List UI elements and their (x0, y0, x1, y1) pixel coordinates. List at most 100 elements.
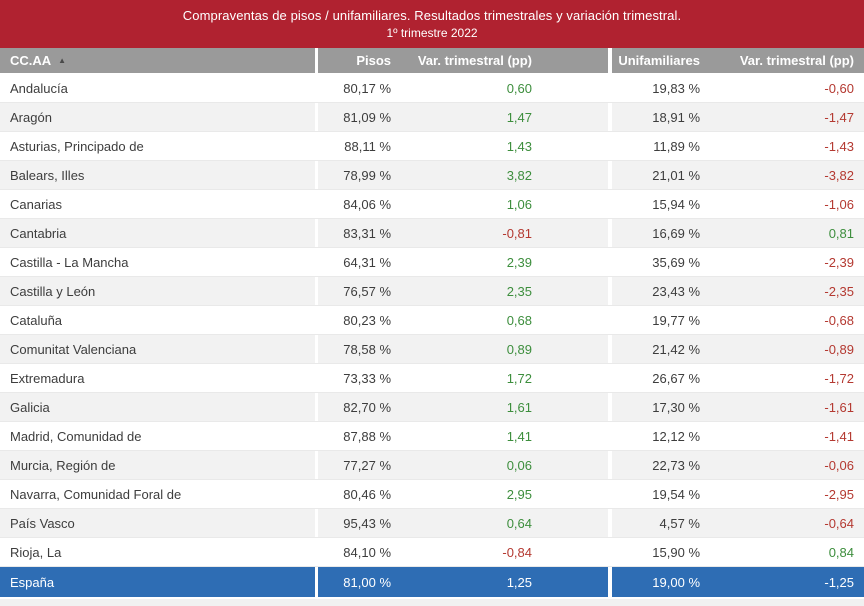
var-unifamiliares-cell: 0,81 (828, 225, 854, 241)
unifamiliares-value-cell: 16,69 % (652, 225, 700, 241)
column-header-pisos[interactable]: Pisos (356, 53, 391, 68)
column-group-divider (315, 161, 318, 189)
var-pisos-cell: 3,82 (506, 167, 532, 183)
region-name-cell: Cataluña (10, 312, 63, 328)
pisos-value-cell: 80,17 % (343, 80, 391, 96)
table-row: Castilla - La Mancha 64,31 % 2,39 35,69 … (0, 248, 864, 277)
column-group-divider (608, 248, 612, 276)
column-group-divider (315, 48, 318, 73)
var-pisos-cell: 2,35 (506, 283, 532, 299)
var-unifamiliares-cell: -0,60 (824, 80, 854, 96)
column-group-divider (608, 48, 612, 73)
column-group-divider (608, 277, 612, 305)
column-header-ccaa[interactable]: CC.AA ▲ (0, 48, 315, 73)
var-pisos-cell: 0,68 (506, 312, 532, 328)
column-group-divider (608, 103, 612, 131)
table-row: Comunitat Valenciana 78,58 % 0,89 21,42 … (0, 335, 864, 364)
var-unifamiliares-cell: -1,41 (824, 428, 854, 444)
ccaa-header-label: CC.AA (10, 53, 52, 68)
region-name-cell: Navarra, Comunidad Foral de (10, 486, 182, 502)
var-unifamiliares-cell: -2,39 (824, 254, 854, 270)
pisos-value-cell: 73,33 % (343, 370, 391, 386)
var-pisos-cell: 0,06 (506, 457, 532, 473)
pisos-value-cell: 88,11 % (344, 138, 391, 154)
region-name-cell: Castilla - La Mancha (10, 254, 129, 270)
column-group-divider (315, 74, 318, 102)
column-group-divider (315, 132, 318, 160)
table-subtitle: 1º trimestre 2022 (386, 26, 478, 40)
sort-ascending-icon: ▲ (58, 55, 67, 65)
pisos-value-cell: 87,88 % (343, 428, 391, 444)
column-group-divider (315, 248, 318, 276)
table-row: Galicia 82,70 % 1,61 17,30 % -1,61 (0, 393, 864, 422)
horizontal-scrollbar-track[interactable] (0, 597, 864, 606)
table-row: Balears, Illes 78,99 % 3,82 21,01 % -3,8… (0, 161, 864, 190)
pisos-value-cell: 64,31 % (343, 254, 391, 270)
table-row: Navarra, Comunidad Foral de 80,46 % 2,95… (0, 480, 864, 509)
pisos-value-cell: 81,09 % (343, 109, 391, 125)
var-unifamiliares-cell: -3,82 (824, 167, 854, 183)
column-group-divider (315, 277, 318, 305)
region-name-cell: Murcia, Región de (10, 457, 116, 473)
total-region-cell: España (10, 574, 55, 590)
column-group-divider (315, 393, 318, 421)
column-group-divider (608, 480, 612, 508)
table-row: Cataluña 80,23 % 0,68 19,77 % -0,68 (0, 306, 864, 335)
column-group-divider (315, 567, 318, 597)
column-group-divider (608, 393, 612, 421)
column-group-divider (608, 74, 612, 102)
column-group-divider (315, 422, 318, 450)
var-unifamiliares-cell: 0,84 (828, 544, 854, 560)
unifamiliares-value-cell: 12,12 % (652, 428, 700, 444)
var-unifamiliares-cell: -1,06 (824, 196, 854, 212)
unifamiliares-value-cell: 15,90 % (652, 544, 700, 560)
unifamiliares-value-cell: 18,91 % (652, 109, 700, 125)
var-pisos-cell: 2,39 (506, 254, 532, 270)
table-row: Andalucía 80,17 % 0,60 19,83 % -0,60 (0, 74, 864, 103)
unifamiliares-value-cell: 21,01 % (652, 167, 700, 183)
table-row: Cantabria 83,31 % -0,81 16,69 % 0,81 (0, 219, 864, 248)
var-pisos-cell: 0,89 (506, 341, 532, 357)
table-row: Madrid, Comunidad de 87,88 % 1,41 12,12 … (0, 422, 864, 451)
pisos-value-cell: 76,57 % (343, 283, 391, 299)
region-name-cell: Rioja, La (10, 544, 62, 560)
column-group-divider (608, 132, 612, 160)
column-header-var-pisos[interactable]: Var. trimestral (pp) (417, 53, 532, 68)
column-header-var-unifamiliares[interactable]: Var. trimestral (pp) (739, 53, 854, 68)
unifamiliares-value-cell: 19,54 % (652, 486, 700, 502)
table-row: País Vasco 95,43 % 0,64 4,57 % -0,64 (0, 509, 864, 538)
region-name-cell: Canarias (10, 196, 63, 212)
table-row: Extremadura 73,33 % 1,72 26,67 % -1,72 (0, 364, 864, 393)
unifamiliares-value-cell: 19,83 % (652, 80, 700, 96)
unifamiliares-value-cell: 15,94 % (652, 196, 700, 212)
region-name-cell: País Vasco (10, 515, 75, 531)
column-group-divider (608, 306, 612, 334)
column-group-divider (315, 103, 318, 131)
var-unifamiliares-cell: -1,72 (824, 370, 854, 386)
table-title-bar: Compraventas de pisos / unifamiliares. R… (0, 0, 864, 48)
pisos-value-cell: 78,99 % (343, 167, 391, 183)
column-header-unifamiliares[interactable]: Unifamiliares (618, 53, 700, 68)
unifamiliares-value-cell: 35,69 % (652, 254, 700, 270)
column-group-divider (608, 422, 612, 450)
var-pisos-cell: 2,95 (506, 486, 532, 502)
var-pisos-cell: 1,41 (506, 428, 532, 444)
column-group-divider (315, 190, 318, 218)
table-row: Rioja, La 84,10 % -0,84 15,90 % 0,84 (0, 538, 864, 567)
column-group-divider (608, 190, 612, 218)
region-name-cell: Comunitat Valenciana (10, 341, 137, 357)
region-name-cell: Asturias, Principado de (10, 138, 144, 154)
unifamiliares-value-cell: 4,57 % (659, 515, 700, 531)
var-unifamiliares-cell: -0,64 (824, 515, 854, 531)
var-pisos-cell: 1,06 (506, 196, 532, 212)
column-group-divider (608, 364, 612, 392)
column-group-divider (315, 219, 318, 247)
pisos-value-cell: 78,58 % (343, 341, 391, 357)
column-group-divider (608, 567, 612, 597)
total-var-pisos-cell: 1,25 (506, 574, 532, 590)
column-group-divider (315, 480, 318, 508)
unifamiliares-value-cell: 11,89 % (653, 138, 700, 154)
pisos-value-cell: 95,43 % (343, 515, 391, 531)
pisos-value-cell: 83,31 % (343, 225, 391, 241)
